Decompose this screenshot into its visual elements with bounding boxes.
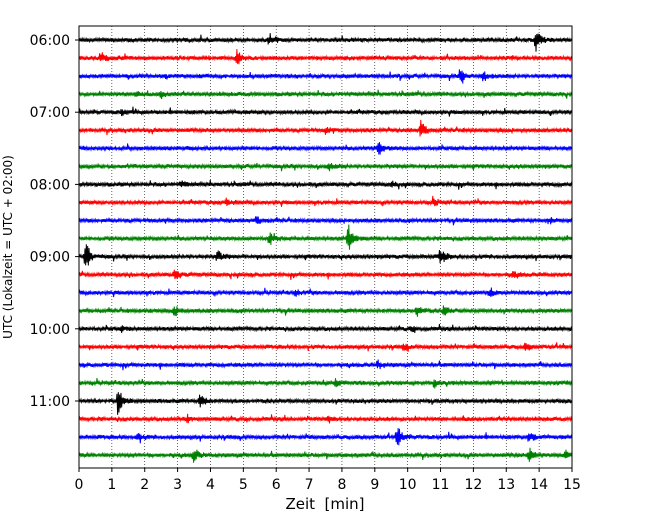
x-tick-label: 3: [173, 477, 182, 493]
x-tick-label: 0: [75, 477, 84, 493]
x-tick-label: 12: [464, 477, 482, 493]
trace-0800: [78, 179, 573, 190]
x-axis-label: Zeit [min]: [285, 495, 364, 513]
x-tick-label: 11: [432, 477, 450, 493]
y-tick-label: 08:00: [30, 177, 70, 193]
x-axis: 0 1 2 3 4 5 6 7 8 9 10 11 12 13 14 15: [75, 468, 581, 493]
trace-0845: [78, 224, 573, 250]
trace-1000: [78, 323, 573, 334]
trace-0730: [78, 142, 573, 155]
trace-0900: [78, 244, 573, 266]
y-axis-label: UTC (Lokalzeit = UTC + 02:00): [1, 155, 15, 339]
trace-0915: [78, 269, 573, 281]
trace-1045: [78, 378, 573, 389]
x-tick-label: 6: [272, 477, 281, 493]
x-tick-label: 9: [370, 477, 379, 493]
trace-0615: [78, 49, 573, 65]
y-axis: 06:00 07:00 08:00 09:00 10:00 11:00: [30, 33, 79, 410]
trace-1145: [78, 447, 573, 463]
trace-1130: [78, 428, 573, 446]
trace-0745: [78, 162, 573, 172]
trace-0630: [78, 69, 573, 84]
trace-0815: [78, 195, 573, 207]
x-tick-label: 14: [530, 477, 548, 493]
trace-0830: [78, 216, 573, 226]
trace-0645: [78, 89, 573, 100]
trace-1030: [78, 359, 573, 371]
trace-0715: [78, 119, 573, 137]
x-tick-label: 2: [140, 477, 149, 493]
trace-1015: [78, 342, 573, 352]
y-tick-label: 09:00: [30, 250, 70, 266]
plot-frame: [78, 25, 573, 469]
seismic-traces: [78, 33, 573, 463]
x-tick-label: 7: [305, 477, 314, 493]
trace-0945: [78, 305, 573, 317]
trace-0930: [78, 287, 573, 298]
x-tick-label: 4: [206, 477, 215, 493]
x-tick-label: 8: [337, 477, 346, 493]
y-tick-label: 07:00: [30, 105, 70, 121]
trace-1115: [78, 413, 573, 424]
x-tick-label: 5: [239, 477, 248, 493]
x-tick-label: 10: [399, 477, 417, 493]
trace-0600: [78, 33, 573, 52]
x-tick-label: 1: [107, 477, 116, 493]
y-tick-label: 11:00: [30, 394, 70, 410]
y-tick-label: 10:00: [30, 322, 70, 338]
trace-0700: [78, 106, 573, 117]
x-tick-label: 13: [497, 477, 515, 493]
x-tick-label: 15: [563, 477, 581, 493]
trace-1100: [78, 392, 573, 415]
y-tick-label: 06:00: [30, 33, 70, 49]
